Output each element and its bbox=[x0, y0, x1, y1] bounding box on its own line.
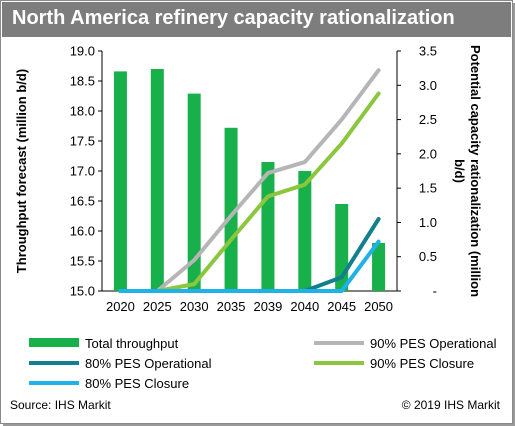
right-tick-label: 2.5 bbox=[419, 112, 437, 127]
left-tick-label: 16.0 bbox=[70, 224, 95, 239]
right-axis-title-line: b/d) bbox=[452, 159, 467, 183]
legend-label: 80% PES Closure bbox=[85, 376, 189, 391]
legend-label: 90% PES Operational bbox=[370, 336, 497, 351]
x-tick-label: 2030 bbox=[180, 299, 209, 314]
chart-title: North America refinery capacity rational… bbox=[12, 7, 455, 29]
legend-label: Total throughput bbox=[85, 336, 179, 351]
throughput-bar bbox=[298, 171, 312, 291]
throughput-bar bbox=[113, 71, 127, 292]
right-tick-label: 1.0 bbox=[419, 215, 437, 230]
chart: 15.0 15.5 16.0 16.5 17.0 17.5 18.0 18.5 19.0 - 0.5… bbox=[14, 44, 497, 392]
legend-label: 90% PES Closure bbox=[370, 356, 474, 371]
x-tick-label: 2040 bbox=[290, 299, 319, 314]
left-axis-title: Throughput forecast (million b/d) bbox=[14, 69, 29, 273]
left-tick-label: 15.5 bbox=[70, 254, 95, 269]
throughput-bar bbox=[150, 69, 164, 291]
throughput-bar bbox=[372, 243, 386, 291]
legend-label: 80% PES Operational bbox=[85, 356, 212, 371]
x-tick-label: 2050 bbox=[364, 299, 393, 314]
left-tick-label: 18.5 bbox=[70, 74, 95, 89]
left-tick-label: 17.0 bbox=[70, 164, 95, 179]
x-tick-label: 2025 bbox=[143, 299, 172, 314]
left-tick-label: 15.0 bbox=[70, 284, 95, 299]
right-tick-label: 0.5 bbox=[419, 249, 437, 264]
left-tick-label: 16.5 bbox=[70, 194, 95, 209]
x-tick-label: 2045 bbox=[327, 299, 356, 314]
title-bar: North America refinery capacity rational… bbox=[2, 2, 511, 37]
right-tick-label: 1.5 bbox=[419, 181, 437, 196]
copyright-note: © 2019 IHS Markit bbox=[401, 398, 500, 412]
throughput-bar bbox=[224, 127, 238, 291]
right-tick-label: 3.5 bbox=[419, 44, 437, 59]
line-80-pes-closure bbox=[118, 239, 381, 293]
x-tick-label: 2020 bbox=[106, 299, 135, 314]
right-tick-label: - bbox=[433, 284, 437, 299]
throughput-bar bbox=[187, 93, 201, 291]
right-axis-title: Potential capacity rationalization (mill… bbox=[452, 45, 483, 297]
legend-swatch bbox=[29, 338, 79, 347]
left-tick-label: 17.5 bbox=[70, 134, 95, 149]
left-tick-label: 19.0 bbox=[70, 44, 95, 59]
right-axis-title-line: Potential capacity rationalization (mill… bbox=[468, 45, 483, 297]
right-tick-label: 3.0 bbox=[419, 78, 437, 93]
right-tick-label: 2.0 bbox=[419, 146, 437, 161]
x-tick-label: 2035 bbox=[217, 299, 246, 314]
line-90-pes-operational bbox=[118, 68, 381, 293]
source-note: Source: IHS Markit bbox=[10, 398, 111, 412]
x-tick-label: 2039 bbox=[253, 299, 282, 314]
left-tick-label: 18.0 bbox=[70, 104, 95, 119]
